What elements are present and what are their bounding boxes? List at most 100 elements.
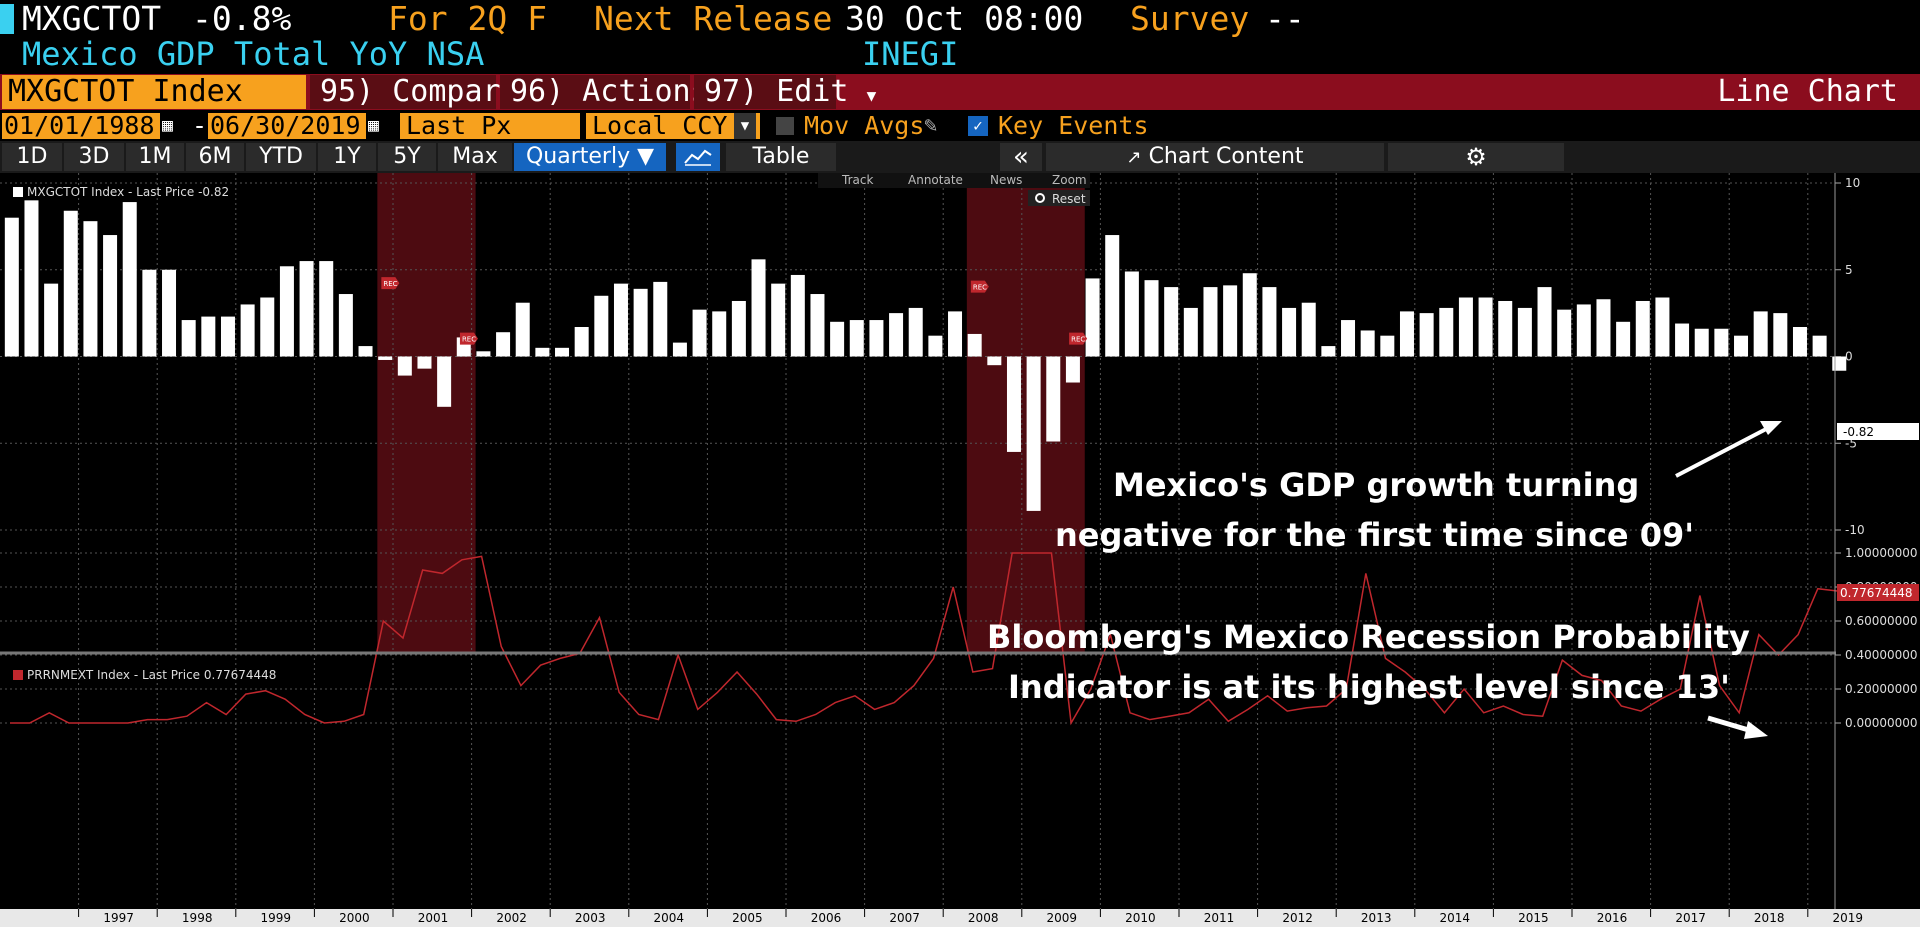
- zoom-tool[interactable]: Zoom: [1052, 173, 1087, 187]
- reset-tool[interactable]: Reset: [1052, 192, 1086, 206]
- track-tool[interactable]: Track: [841, 173, 873, 187]
- chart-content-icon: ↗: [1126, 147, 1142, 168]
- gdp-bar: [1321, 346, 1336, 357]
- gdp-bar: [1144, 280, 1159, 357]
- x-axis-label: 1999: [261, 911, 292, 925]
- recession-flags: REC REC REC REC: [381, 277, 1088, 345]
- actions-menu[interactable]: 96) Actions ▼: [500, 75, 736, 109]
- prob-legend: PRRNMEXT Index - Last Price 0.77674448: [27, 668, 276, 682]
- gear-icon[interactable]: ⚙: [1388, 143, 1564, 171]
- x-axis-label: 2016: [1597, 911, 1628, 925]
- gdp-bar: [1301, 302, 1316, 357]
- recession-band: [966, 173, 1085, 653]
- range-button-1m[interactable]: 1M: [126, 143, 184, 171]
- compare-menu[interactable]: 95) Compare: [310, 75, 519, 109]
- actions-label: 96) Actions: [510, 74, 709, 109]
- prob-y-tick-label: 0.20000000: [1845, 682, 1918, 696]
- gdp-bar: [220, 316, 235, 357]
- header-row: MXGCTOT -0.8% For 2Q F Next Release 30 O…: [0, 0, 1920, 38]
- checkbox-icon[interactable]: ✓: [968, 116, 988, 136]
- gdp-bar: [810, 294, 825, 357]
- gdp-bar: [1734, 335, 1749, 357]
- news-tool[interactable]: News: [990, 173, 1022, 187]
- prob-last-value: 0.77674448: [1840, 586, 1913, 600]
- gdp-bar: [83, 221, 98, 357]
- probability-line-group: [10, 552, 1838, 726]
- chart-tools: Track Annotate News Zoom Reset: [818, 173, 1090, 206]
- x-axis-label: 2017: [1675, 911, 1706, 925]
- field-input[interactable]: Last Px: [400, 113, 580, 139]
- table-button[interactable]: Table: [726, 143, 836, 171]
- range-button-1y[interactable]: 1Y: [318, 143, 376, 171]
- gdp-bar: [1085, 278, 1100, 357]
- range-button-1d[interactable]: 1D: [2, 143, 62, 171]
- edit-menu[interactable]: 97) Edit ▼: [694, 75, 876, 109]
- gdp-bar: [4, 217, 19, 357]
- gdp-annotation-line2: negative for the first time since 09': [1055, 516, 1695, 554]
- gdp-bar: [162, 269, 177, 357]
- pencil-icon[interactable]: ✎: [924, 113, 938, 138]
- recession-flag: [459, 332, 478, 345]
- calendar-icon[interactable]: ▦: [368, 115, 379, 136]
- x-axis-label: 2018: [1754, 911, 1785, 925]
- currency-select[interactable]: Local CCY: [586, 113, 760, 139]
- gdp-bar: [1341, 320, 1356, 357]
- gdp-bar: [1419, 313, 1434, 357]
- x-axis-label: 2006: [811, 911, 842, 925]
- gdp-bar: [692, 309, 707, 357]
- gdp-bar: [1537, 287, 1552, 357]
- x-axis-label: 2010: [1125, 911, 1156, 925]
- gdp-bar: [24, 200, 39, 357]
- survey-value: --: [1265, 0, 1305, 38]
- range-button-ytd[interactable]: YTD: [246, 143, 316, 171]
- x-axis-label: 1997: [103, 911, 134, 925]
- x-axis: 1997 1998 1999 2000 2001 2002 2003 2004 2005 2006…: [0, 909, 1920, 927]
- for-period: For 2Q F: [388, 0, 547, 38]
- gdp-bar: [1714, 328, 1729, 357]
- gdp-bars: [4, 200, 1847, 511]
- description-row: Mexico GDP Total YoY NSA INEGI: [0, 36, 1920, 72]
- recession-flag: [1069, 332, 1088, 345]
- edit-label: 97) Edit: [704, 74, 849, 109]
- gdp-bar: [633, 288, 648, 357]
- ticker-marker: [0, 4, 14, 34]
- recession-flag: [970, 280, 989, 293]
- gdp-bar: [279, 266, 294, 357]
- calendar-icon[interactable]: ▦: [162, 115, 173, 136]
- x-axis-label: 2001: [418, 911, 449, 925]
- prob-annotation-line2: Indicator is at its highest level since …: [1008, 668, 1730, 706]
- gdp-bar: [181, 320, 196, 357]
- next-release-label: Next Release: [594, 0, 833, 38]
- recession-flag-label: REC: [1071, 336, 1085, 344]
- prob-y-tick-label: 0.40000000: [1845, 648, 1918, 662]
- security-input[interactable]: MXGCTOT Index: [2, 75, 306, 109]
- range-button-6m[interactable]: 6M: [186, 143, 244, 171]
- range-button-max[interactable]: Max: [438, 143, 512, 171]
- chevron-down-icon[interactable]: ▼: [734, 113, 756, 139]
- line-chart-icon[interactable]: [676, 143, 720, 171]
- survey-label: Survey: [1130, 0, 1250, 38]
- ticker: MXGCTOT: [22, 0, 162, 38]
- checkbox-icon[interactable]: [776, 117, 794, 135]
- gdp-bar: [1242, 273, 1257, 357]
- annotate-tool[interactable]: Annotate: [908, 173, 963, 187]
- chart-content-button[interactable]: ↗ Chart Content: [1046, 143, 1384, 171]
- mov-avgs-label: Mov Avgs: [804, 111, 925, 140]
- gdp-bar: [358, 346, 373, 357]
- end-date-input[interactable]: 06/30/2019: [208, 113, 366, 139]
- gdp-bar: [397, 356, 412, 376]
- range-button-3d[interactable]: 3D: [64, 143, 124, 171]
- x-axis-label: 2011: [1204, 911, 1235, 925]
- gdp-bar: [44, 283, 59, 357]
- gdp-bar: [1360, 330, 1375, 357]
- period-select[interactable]: Quarterly ▼: [514, 143, 666, 171]
- range-button-5y[interactable]: 5Y: [378, 143, 436, 171]
- double-chevron-left-icon[interactable]: «: [1000, 143, 1042, 171]
- current-value: -0.8%: [192, 0, 292, 38]
- x-axis-label: 2019: [1833, 911, 1864, 925]
- x-axis-label: 2015: [1518, 911, 1549, 925]
- compare-label: 95) Compare: [320, 74, 519, 109]
- gdp-bar: [496, 332, 511, 357]
- start-date-input[interactable]: 01/01/1988: [2, 113, 160, 139]
